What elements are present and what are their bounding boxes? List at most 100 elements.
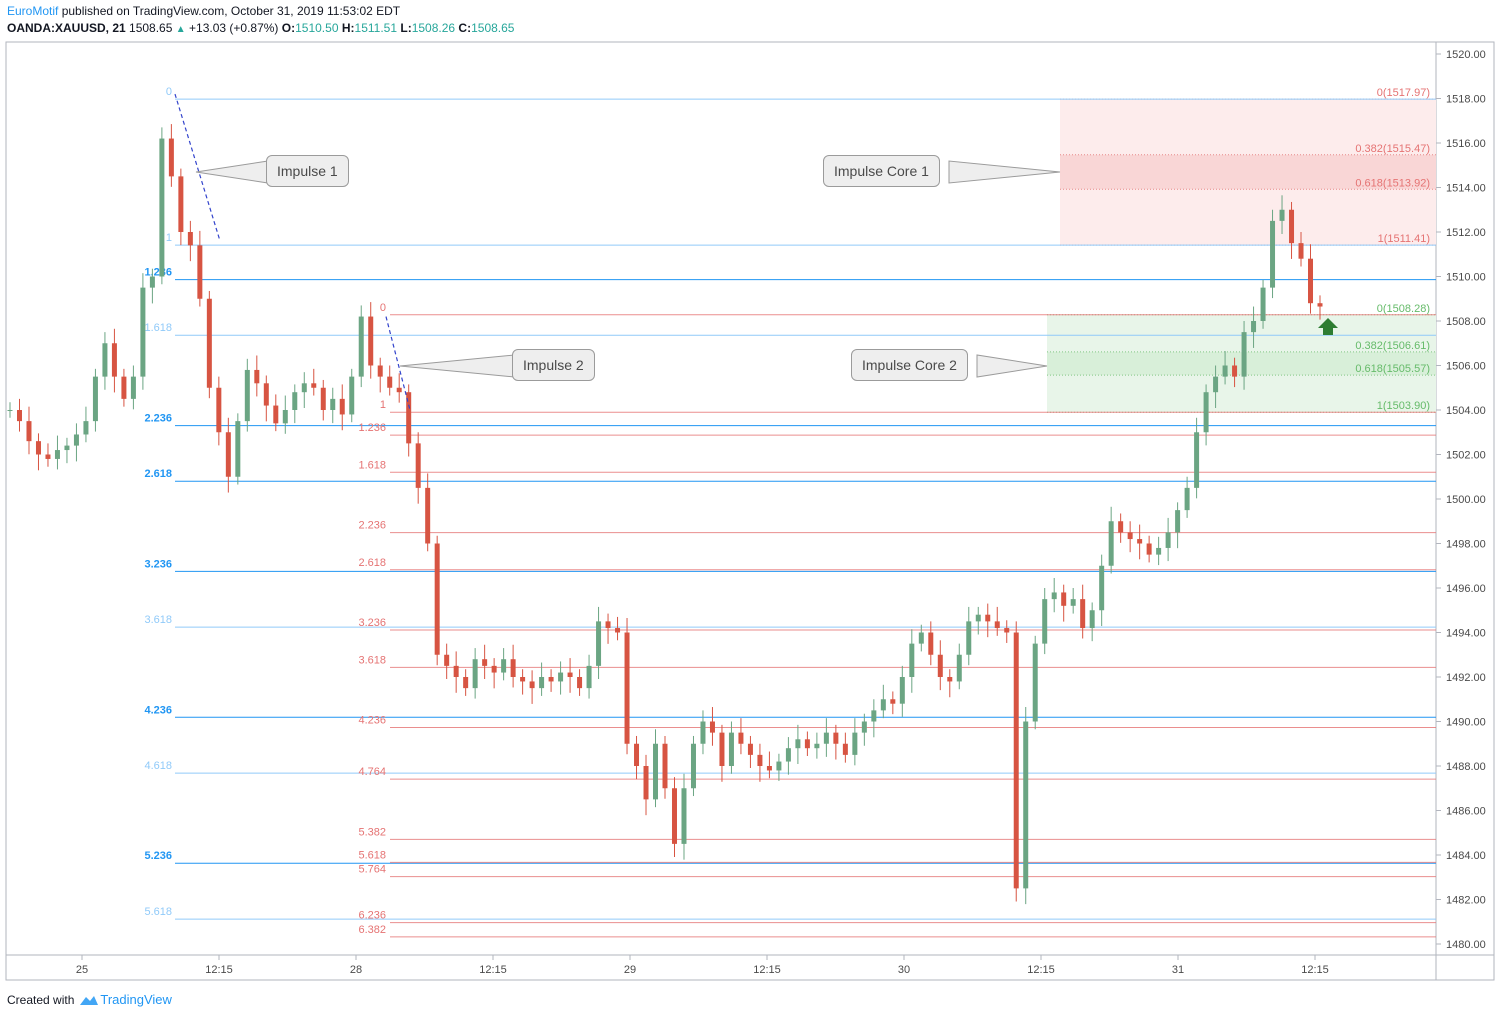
low-value: 1508.26	[411, 21, 456, 35]
candle-body	[206, 298, 212, 388]
time-tick-label: 12:15	[205, 964, 233, 976]
candle-body	[1013, 632, 1019, 889]
price-tick-label: 1480.00	[1446, 939, 1486, 951]
impulse-2-fib-label: 6.236	[358, 910, 386, 922]
impulse-core-1-golden-zone	[1060, 154, 1436, 190]
candle-body	[1317, 303, 1323, 307]
price-tick-label: 1508.00	[1446, 316, 1486, 328]
callout-core-1-pointer	[948, 160, 1061, 184]
open-value: 1510.50	[295, 21, 339, 35]
candle-body	[434, 543, 440, 655]
time-tick-label: 31	[1172, 964, 1184, 976]
candle-body	[605, 621, 611, 629]
candle-body	[292, 392, 298, 410]
impulse-2-fib-label: 5.382	[358, 826, 386, 838]
candle-body	[463, 677, 469, 689]
candle-body	[1127, 532, 1133, 540]
tradingview-brand: TradingView	[100, 992, 172, 1007]
impulse-1-fib-label: 4.236	[144, 704, 172, 716]
tradingview-cloud-icon	[80, 995, 99, 1005]
candle-body	[1108, 521, 1114, 566]
buy-arrow-icon	[1318, 318, 1338, 335]
candle-body	[690, 743, 696, 789]
candle-body	[282, 410, 288, 424]
candle-body	[1051, 592, 1057, 600]
candle-body	[26, 421, 32, 442]
impulse-1-fib-label: 2.236	[144, 413, 172, 425]
candle-body	[1080, 599, 1086, 629]
candle-body	[501, 659, 507, 673]
high-label: H:	[341, 21, 355, 35]
candle-body	[709, 721, 715, 733]
candle-body	[92, 376, 98, 422]
impulse-2-fib-label: 3.618	[358, 654, 386, 666]
candle-body	[1251, 321, 1257, 333]
open-label: O:	[281, 21, 296, 35]
core-1-level-label: 0.382(1515.47)	[1355, 143, 1430, 155]
candle-body	[1260, 287, 1266, 321]
candle-body	[216, 387, 222, 433]
core-1-level-label: 1(1511.41)	[1378, 233, 1430, 245]
core-1-level-label: 0.618(1513.92)	[1355, 177, 1430, 189]
close-value: 1508.65	[471, 21, 515, 35]
candle-body	[539, 677, 545, 689]
candle-body	[311, 383, 317, 388]
time-tick-label: 30	[898, 964, 910, 976]
candle-body	[766, 766, 772, 771]
candle-body	[339, 398, 345, 415]
candle-body	[776, 761, 782, 771]
price-tick-label: 1516.00	[1446, 138, 1486, 150]
candle-body	[1146, 543, 1152, 555]
impulse-2-fib-label: 2.618	[358, 557, 386, 569]
candle-body	[804, 739, 810, 749]
candle-body	[1232, 365, 1238, 377]
candle-body	[871, 710, 877, 722]
candle-body	[159, 138, 165, 277]
candle-body	[909, 643, 915, 677]
impulse-2-fib-label: 2.236	[358, 520, 386, 532]
callout-2-pointer	[399, 354, 515, 378]
candle-body	[653, 743, 659, 800]
candle-body	[1004, 628, 1010, 633]
time-tick-label: 29	[624, 964, 636, 976]
symbol-line: OANDA:XAUUSD, 21 1508.65 ▲ +13.03 (+0.87…	[7, 21, 514, 35]
candle-body	[1279, 209, 1285, 221]
publish-line: EuroMotif published on TradingView.com, …	[7, 4, 400, 18]
candle-body	[1222, 365, 1228, 377]
candle-body	[1308, 258, 1314, 304]
candle-body	[833, 732, 839, 744]
price-tick-label: 1488.00	[1446, 761, 1486, 773]
callout-impulse-core-1: Impulse Core 1	[823, 155, 940, 187]
candle-body	[985, 614, 991, 622]
candle-body	[368, 316, 374, 366]
tradingview-logo[interactable]: TradingView	[78, 992, 172, 1007]
candle-body	[890, 699, 896, 704]
callout-core-2-pointer	[976, 354, 1048, 378]
price-tick-label: 1500.00	[1446, 494, 1486, 506]
candle-body	[1165, 532, 1171, 548]
candle-body	[1137, 539, 1143, 544]
candle-body	[852, 732, 858, 755]
candle-body	[1032, 643, 1038, 722]
candle-body	[937, 654, 943, 677]
price-tick-label: 1494.00	[1446, 628, 1486, 640]
candle-body	[719, 732, 725, 766]
publisher-name[interactable]: EuroMotif	[7, 4, 59, 18]
candle-body	[453, 665, 459, 677]
candle-body	[168, 138, 174, 177]
high-value: 1511.51	[354, 21, 398, 35]
candle-body	[111, 343, 117, 377]
core-2-level-label: 0.618(1505.57)	[1355, 363, 1430, 375]
candle-body	[510, 659, 516, 677]
candle-body	[956, 654, 962, 682]
candle-body	[728, 732, 734, 766]
candle-body	[529, 681, 535, 689]
candle-body	[102, 343, 108, 377]
candle-body	[1298, 243, 1304, 259]
price-tick-label: 1506.00	[1446, 361, 1486, 373]
candle-body	[795, 739, 801, 749]
candle-body	[273, 405, 279, 424]
time-tick-label: 12:15	[479, 964, 507, 976]
price-tick-label: 1484.00	[1446, 850, 1486, 862]
